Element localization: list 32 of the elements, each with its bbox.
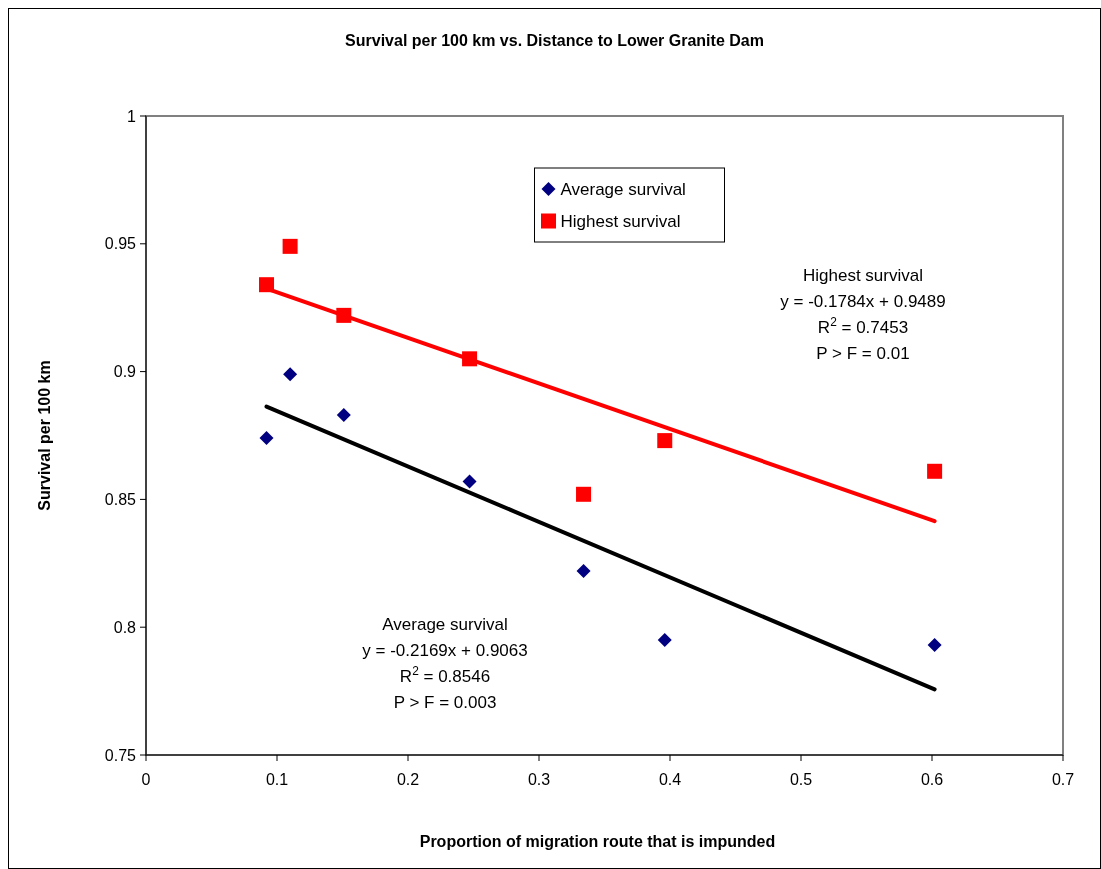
point: [282, 238, 298, 254]
point: [336, 408, 351, 423]
y-tick-label: 0.9: [113, 363, 137, 381]
point: [657, 433, 673, 449]
annotation: Average survival y = -0.2169x + 0.9063 R$^{2}$ = 0.8546 P > F = 0.003: [362, 615, 528, 712]
point: [283, 367, 298, 382]
point: [927, 463, 943, 479]
point: [576, 563, 591, 578]
point: [927, 638, 942, 653]
y-axis-title: Survival per 100 km: [36, 360, 53, 511]
x-tick-label: 0.7: [1051, 771, 1075, 788]
y-tick-label: 0.8: [113, 618, 137, 636]
x-tick-label: 0.2: [396, 771, 420, 788]
x-tick-label: 0: [141, 771, 151, 788]
x-tick-label: 0.4: [658, 771, 682, 788]
y-tick-label: 0.95: [104, 235, 137, 253]
x-tick-label: 0.6: [920, 771, 944, 788]
legend-label: Average survival: [560, 179, 686, 199]
annotation: Highest survival y = -0.1784x + 0.9489 R$^{2}$ = 0.7453 P > F = 0.01: [780, 266, 946, 363]
point: [462, 474, 477, 489]
y-tick-label: 0.75: [104, 746, 137, 764]
x-tick-label: 0.1: [265, 771, 289, 788]
y-tick-label: 0.85: [104, 491, 137, 508]
y-tick-label: 1: [127, 107, 137, 125]
x-tick-label: 0.3: [527, 771, 551, 788]
x-axis-title: Proportion of migration route that is impunded: [419, 833, 776, 850]
point: [657, 632, 672, 647]
point: [259, 431, 274, 446]
point: [576, 486, 592, 502]
legend-label: Highest survival: [560, 211, 681, 231]
x-tick-label: 0.5: [789, 771, 813, 788]
chart-title: Survival per 100 km vs. Distance to Lower Granite Dam: [345, 32, 764, 49]
